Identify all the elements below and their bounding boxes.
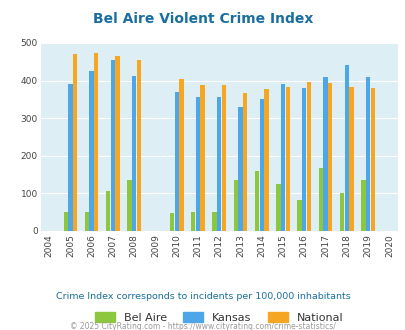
Legend: Bel Aire, Kansas, National: Bel Aire, Kansas, National [90,308,347,328]
Bar [306,82,310,231]
Bar [169,213,174,231]
Bar [217,97,221,231]
Bar [68,84,72,231]
Bar [233,180,237,231]
Bar [370,88,374,231]
Bar [191,212,195,231]
Text: Crime Index corresponds to incidents per 100,000 inhabitants: Crime Index corresponds to incidents per… [55,292,350,301]
Bar [323,77,327,231]
Bar [344,65,348,231]
Bar [89,71,94,231]
Bar [212,212,216,231]
Bar [73,54,77,231]
Bar [64,212,68,231]
Bar [136,60,141,231]
Bar [327,83,332,231]
Bar [365,77,369,231]
Bar [264,89,268,231]
Bar [195,97,200,231]
Bar [254,171,259,231]
Bar [221,85,226,231]
Bar [349,87,353,231]
Bar [318,168,322,231]
Bar [111,60,115,231]
Text: Bel Aire Violent Crime Index: Bel Aire Violent Crime Index [93,12,312,25]
Bar [238,107,242,231]
Bar [275,184,280,231]
Bar [127,180,131,231]
Bar [301,88,306,231]
Bar [132,76,136,231]
Bar [280,83,284,231]
Bar [285,86,289,231]
Bar [259,99,263,231]
Bar [174,92,179,231]
Bar [200,85,204,231]
Bar [85,212,89,231]
Bar [243,92,247,231]
Bar [179,79,183,231]
Bar [297,200,301,231]
Bar [94,53,98,231]
Text: © 2025 CityRating.com - https://www.cityrating.com/crime-statistics/: © 2025 CityRating.com - https://www.city… [70,322,335,330]
Bar [106,191,110,231]
Bar [115,56,119,231]
Bar [360,180,364,231]
Bar [339,193,343,231]
